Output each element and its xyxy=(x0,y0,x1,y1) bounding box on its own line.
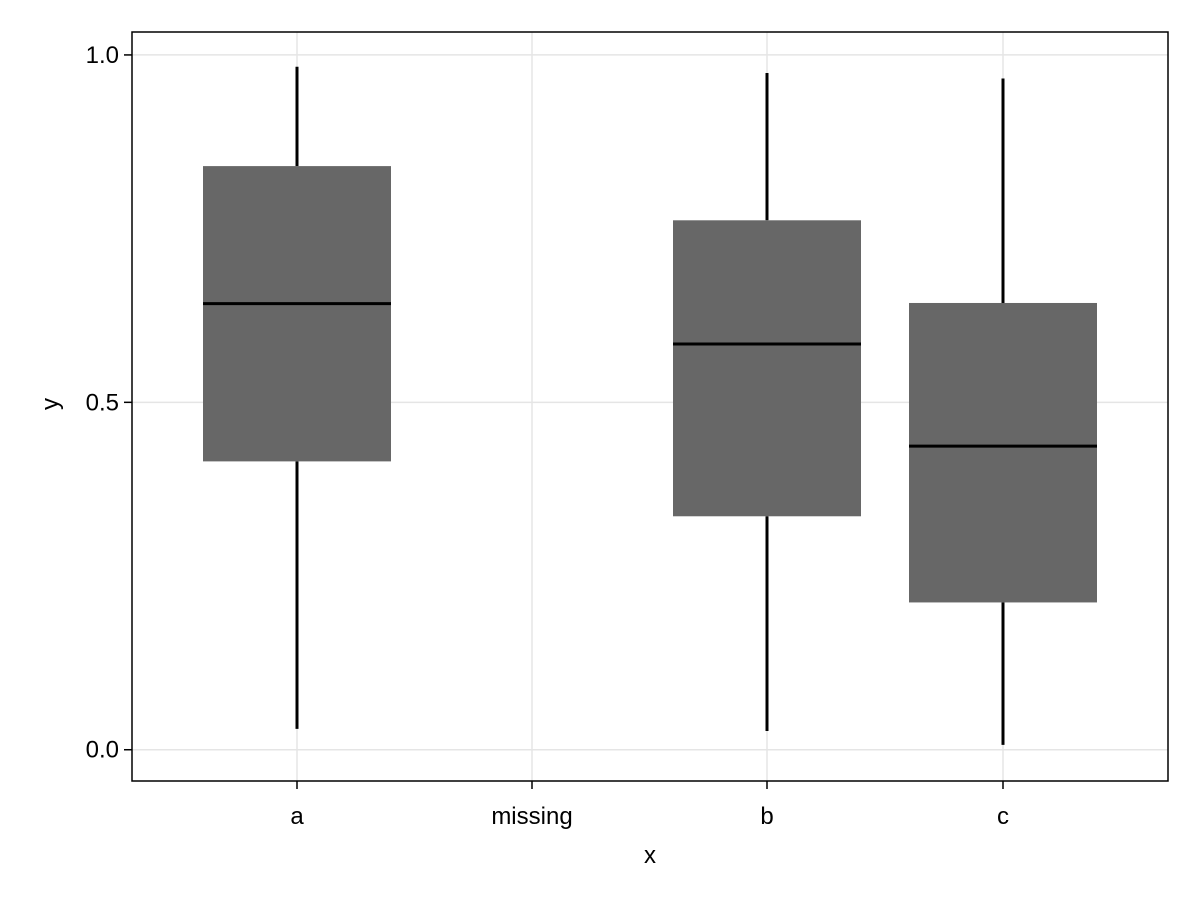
y-axis-label: y xyxy=(37,398,64,410)
box-c xyxy=(909,78,1097,745)
plot-frame xyxy=(131,31,1169,782)
box-body xyxy=(203,166,391,462)
box-a xyxy=(203,66,391,729)
x-tick-label: a xyxy=(290,803,304,830)
box-b xyxy=(673,72,861,731)
axis-ticks: a missing b c 0.0 0.5 1.0 xyxy=(86,42,1009,830)
y-tick-label: 1.0 xyxy=(86,42,119,69)
boxes xyxy=(203,66,1097,745)
x-tick-label: missing xyxy=(491,803,572,830)
y-tick-label: 0.0 xyxy=(86,737,119,764)
box-body xyxy=(909,302,1097,603)
box-body xyxy=(673,220,861,517)
x-axis-label: x xyxy=(644,842,656,869)
y-tick-label: 0.5 xyxy=(86,389,119,416)
x-tick-label: c xyxy=(997,803,1009,830)
x-tick-label: b xyxy=(760,803,773,830)
